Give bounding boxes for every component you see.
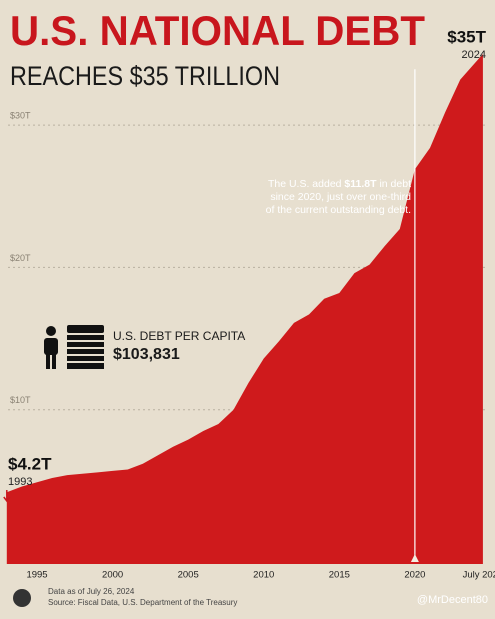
y-tick-label: $30T (10, 111, 31, 121)
start-year-label: 1993 (8, 476, 32, 488)
x-tick-label: 2015 (329, 570, 350, 581)
annotation: The U.S. added $11.8T in debt since 2020… (265, 178, 411, 217)
annotation-highlight: $11.8T (344, 178, 377, 190)
annotation-text: in debt since 2020, just over one-third … (265, 178, 411, 216)
watermark: @MrDecent80 (417, 594, 488, 606)
start-arrow (3, 490, 11, 503)
footer-source: Source: Fiscal Data, U.S. Department of … (48, 598, 237, 607)
y-tick-label: $20T (10, 253, 31, 263)
logo (13, 589, 31, 607)
x-tick-label: 2000 (102, 570, 123, 581)
chart-subtitle: REACHES $35 TRILLION (10, 61, 280, 91)
chart-title: U.S. NATIONAL DEBT (10, 7, 425, 54)
per-capita-value: $103,831 (113, 346, 180, 363)
y-tick-label: $10T (10, 395, 31, 405)
x-tick-label: July 2024 (463, 570, 495, 581)
marker-tip (410, 554, 419, 562)
x-tick-label: 2005 (178, 570, 199, 581)
end-year-label: 2024 (462, 49, 486, 61)
per-capita-icons (44, 325, 104, 369)
area (6, 54, 483, 564)
per-capita-label: U.S. DEBT PER CAPITA (113, 329, 245, 343)
x-tick-label: 2010 (253, 570, 274, 581)
footer-date: Data as of July 26, 2024 (48, 587, 135, 596)
start-value-label: $4.2T (8, 454, 52, 473)
end-value-label: $35T (447, 27, 486, 46)
annotation-text: The U.S. added (267, 178, 345, 190)
x-tick-label: 1995 (26, 570, 47, 581)
x-tick-label: 2020 (404, 570, 425, 581)
